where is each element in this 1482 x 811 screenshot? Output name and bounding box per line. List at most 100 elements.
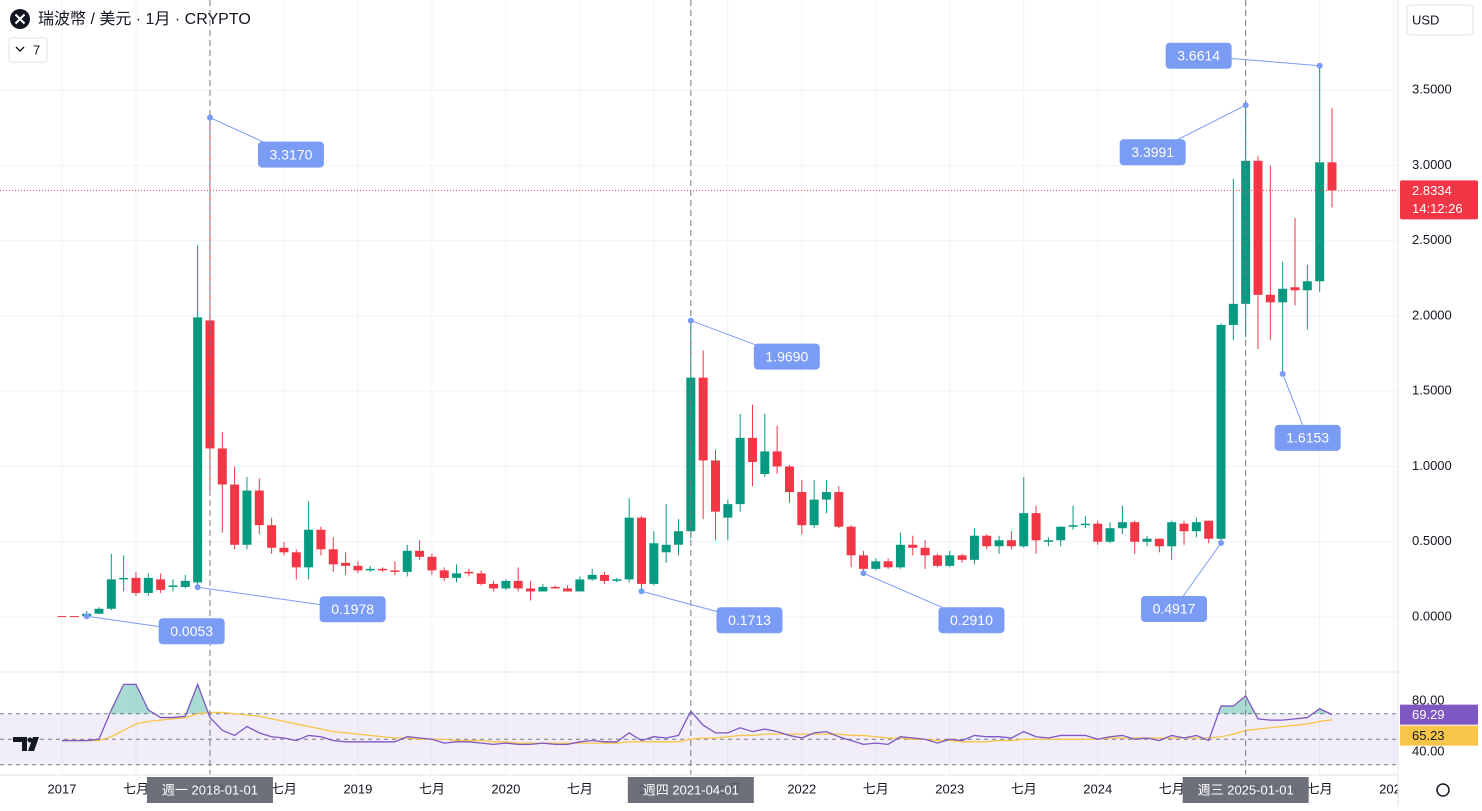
candle-body [69, 616, 79, 618]
candle-body [1228, 303, 1238, 325]
y-tick-label: 1.5000 [1412, 383, 1452, 398]
candle-body [1167, 522, 1177, 547]
rsi-ma-label: 65.23 [1412, 728, 1445, 743]
tv-logo [13, 737, 39, 751]
candle-body [193, 317, 203, 583]
candle-body [858, 555, 868, 569]
candle-body [316, 529, 326, 550]
x-tick-label: 2023 [935, 781, 964, 796]
candle-body [871, 561, 881, 569]
settings-icon[interactable] [1436, 783, 1450, 797]
x-tick-label: 2024 [1083, 781, 1112, 796]
candle-body [476, 573, 486, 584]
annotation-label: 3.3170 [270, 146, 313, 162]
candle-body [1278, 288, 1288, 303]
candle-body [1130, 522, 1140, 542]
candle-body [834, 492, 844, 527]
currency-button[interactable] [1406, 4, 1474, 36]
indicator-count: 7 [33, 42, 40, 57]
candle-body [402, 550, 412, 572]
candle-body [760, 451, 770, 474]
candle-body [747, 437, 757, 462]
candle-body [94, 608, 104, 614]
crosshair-label: 週四 2021-04-01 [643, 782, 739, 797]
candle-body [304, 529, 314, 568]
candle-body [415, 550, 425, 557]
candle-body [1290, 287, 1300, 291]
annotation-point [1279, 370, 1286, 377]
annotation-label: 1.6153 [1286, 430, 1329, 446]
candle-body [1179, 523, 1189, 532]
candle-body [600, 574, 610, 581]
rsi-overbought-fill [62, 684, 1332, 714]
annotation-box [938, 607, 1005, 634]
candle-body [920, 547, 930, 556]
annotation-box [257, 141, 324, 168]
title: 瑞波幣 / 美元 · 1月 · CRYPTO [38, 10, 251, 28]
candle-body [143, 577, 153, 593]
annotation-box [1165, 42, 1232, 69]
x-tick-label: 2022 [787, 781, 816, 796]
candle-body [1154, 538, 1164, 547]
crosshair-box [627, 777, 754, 803]
candle-body [526, 588, 536, 592]
annotation-point [687, 317, 694, 324]
candle-body [698, 377, 708, 461]
x-tick-label: 七月 [123, 781, 149, 796]
x-tick-label: 七月 [1159, 781, 1185, 796]
annotation-point [206, 114, 213, 121]
candle-body [994, 540, 1004, 547]
candle-body [550, 586, 560, 589]
x-tick-label: 2020 [491, 781, 520, 796]
candle-body [575, 579, 585, 592]
x-tick-label: 七月 [419, 781, 445, 796]
annotation-box [1119, 139, 1186, 166]
candle-body [353, 565, 363, 571]
annotation-label: 1.9690 [765, 348, 808, 364]
candle-body [895, 544, 905, 568]
candle-body [180, 580, 190, 587]
candle-body [969, 535, 979, 560]
candle-body [1068, 525, 1078, 527]
indicator-toggle[interactable] [8, 37, 48, 63]
candle-body [587, 574, 597, 580]
annotation-label: 0.4917 [1153, 601, 1196, 617]
candle-body [1043, 540, 1053, 542]
annotation-point [1316, 62, 1323, 69]
annotation-box [1274, 424, 1341, 451]
annotation-point [83, 613, 90, 620]
candle-body [57, 616, 67, 618]
annotation-box [319, 596, 386, 623]
candle-body [119, 577, 129, 580]
candle-body [637, 517, 647, 584]
candle-body [489, 583, 499, 589]
last-price-label: 2.8334 [1412, 183, 1452, 198]
candle-body [1142, 538, 1152, 542]
annotation-point [860, 570, 867, 577]
annotation-label: 0.1713 [728, 612, 771, 628]
candle-body [883, 561, 893, 568]
rsi-value-box [1400, 704, 1478, 725]
candle-body [982, 535, 992, 547]
x-tick-label: 七月 [567, 781, 593, 796]
candle-body [1302, 281, 1312, 291]
candle-body [908, 544, 918, 548]
candle-body [1031, 513, 1041, 541]
annotation-point [1218, 540, 1225, 547]
candle-body [563, 588, 573, 592]
candle-body [772, 451, 782, 467]
candle-body [464, 571, 474, 574]
candle-body [1080, 523, 1090, 526]
annotation-point [1242, 102, 1249, 109]
candle-body [1105, 528, 1115, 542]
candle-body [230, 484, 240, 545]
candle-body [1117, 522, 1127, 529]
candle-body [1056, 526, 1066, 541]
last-price-box [1400, 180, 1478, 220]
symbol-icon-mark [14, 13, 26, 25]
candle-body [1204, 520, 1214, 539]
candle-body [254, 490, 264, 526]
annotation-point [638, 588, 645, 595]
candle-body [279, 547, 289, 553]
